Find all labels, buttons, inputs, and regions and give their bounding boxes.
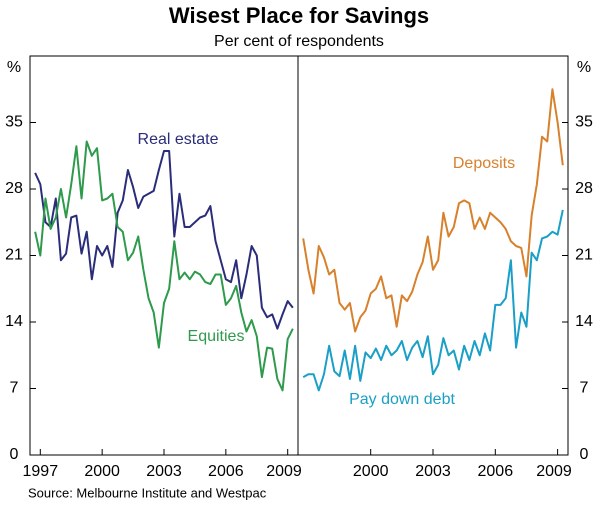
chart-subtitle: Per cent of respondents [214, 33, 384, 50]
series-line [34, 140, 294, 392]
y-tick-label: 28 [5, 180, 23, 197]
y-tick-label: 0 [10, 446, 19, 463]
y-tick-label: 14 [575, 313, 593, 330]
x-tick-label: 2009 [266, 463, 302, 480]
x-tick-label: 2009 [536, 463, 572, 480]
x-tick-label: 2000 [84, 463, 120, 480]
y-axis-unit: % [577, 59, 591, 76]
y-tick-label: 21 [5, 247, 23, 264]
plot-frame [29, 55, 569, 456]
series-line [34, 150, 294, 330]
y-axis-unit: % [7, 59, 21, 76]
x-tick-label: 2006 [208, 463, 244, 480]
x-tick-label: 2003 [415, 463, 451, 480]
series-label: Real estate [138, 131, 219, 148]
series-label: Deposits [453, 155, 515, 172]
x-tick-label: 2000 [353, 463, 389, 480]
series-line [302, 88, 564, 333]
chart-title: Wisest Place for Savings [169, 3, 429, 28]
y-tick-label: 21 [575, 247, 593, 264]
y-tick-label: 35 [5, 114, 23, 131]
series-label: Equities [188, 328, 245, 345]
y-tick-label: 7 [10, 380, 19, 397]
y-tick-label: 14 [5, 313, 23, 330]
y-tick-label: 0 [580, 446, 589, 463]
source-note: Source: Melbourne Institute and Westpac [28, 485, 267, 500]
y-tick-label: 28 [575, 180, 593, 197]
x-tick-label: 2003 [146, 463, 182, 480]
y-tick-label: 7 [580, 380, 589, 397]
series-line [302, 209, 564, 392]
series-label: Pay down debt [349, 391, 455, 408]
x-tick-label: 1997 [23, 463, 59, 480]
x-tick-label: 2006 [478, 463, 514, 480]
y-tick-label: 35 [575, 114, 593, 131]
